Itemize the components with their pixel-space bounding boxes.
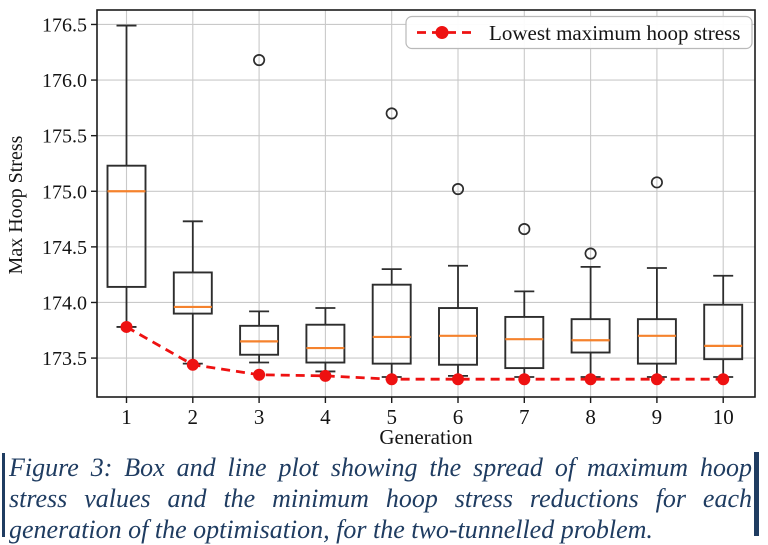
box-plot-figure: 173.5 174.0 174.5 175.0 175.5 176.0 176.5 1 2 3 4 5… bbox=[5, 9, 756, 449]
min-stress-point bbox=[650, 373, 663, 386]
legend-box bbox=[405, 15, 753, 50]
outlier-point bbox=[253, 53, 266, 67]
iqr-box bbox=[636, 318, 677, 365]
box-group-gen-2 bbox=[172, 220, 213, 365]
min-stress-line bbox=[125, 325, 724, 381]
min-stress-point bbox=[319, 369, 332, 382]
grid-layer bbox=[97, 10, 755, 397]
caption-right-rule bbox=[754, 452, 759, 536]
box-group-gen-1 bbox=[106, 24, 147, 328]
x-axis-title: Generation bbox=[379, 425, 473, 448]
y-axis-title: Max Hoop Stress bbox=[5, 135, 27, 274]
x-tick-label: 1 bbox=[121, 405, 132, 429]
legend-label: Lowest maximum hoop stress bbox=[489, 21, 740, 45]
min-stress-point bbox=[518, 373, 531, 386]
x-tick-label: 4 bbox=[320, 405, 331, 429]
x-tick-label: 7 bbox=[519, 405, 530, 429]
x-tick-label: 10 bbox=[713, 405, 734, 429]
y-tick-label: 176.0 bbox=[42, 70, 87, 92]
caption-left-rule bbox=[2, 453, 5, 537]
figure-caption: Figure 3: Box and line plot showing the … bbox=[0, 448, 768, 545]
iqr-box bbox=[570, 318, 611, 354]
iqr-box bbox=[239, 324, 280, 356]
min-stress-point bbox=[186, 358, 199, 371]
iqr-box bbox=[106, 164, 147, 288]
y-tick-label: 175.0 bbox=[42, 181, 87, 203]
axis-layer: 173.5 174.0 174.5 175.0 175.5 176.0 176.5 1 2 3 4 5… bbox=[42, 14, 734, 429]
iqr-box bbox=[703, 303, 744, 361]
y-tick-label: 175.5 bbox=[42, 126, 87, 148]
outlier-point bbox=[584, 247, 597, 260]
y-tick-label: 173.5 bbox=[42, 348, 87, 370]
iqr-box bbox=[172, 271, 213, 315]
min-stress-point bbox=[584, 373, 597, 386]
data-layer bbox=[106, 24, 744, 386]
outlier-point bbox=[451, 182, 465, 196]
outlier-point bbox=[650, 176, 663, 189]
min-stress-point bbox=[253, 368, 266, 381]
min-stress-point bbox=[717, 373, 730, 386]
min-stress-point bbox=[385, 373, 398, 386]
iqr-box bbox=[504, 315, 545, 370]
x-tick-label: 3 bbox=[254, 405, 265, 429]
caption-line-1: Figure 3: Box and line plot showing the … bbox=[9, 453, 752, 482]
caption-line-3: generation of the optimisation, for the … bbox=[9, 515, 653, 544]
y-tick-label: 174.5 bbox=[42, 237, 87, 259]
x-tick-label: 8 bbox=[585, 405, 596, 429]
plot-border bbox=[96, 9, 756, 398]
x-tick-label: 6 bbox=[453, 405, 464, 429]
box-group-gen-3 bbox=[239, 53, 280, 364]
x-tick-label: 9 bbox=[652, 405, 663, 429]
x-tick-label: 5 bbox=[386, 405, 397, 429]
outlier-point bbox=[385, 107, 398, 120]
box-group-gen-7 bbox=[504, 223, 545, 378]
outlier-point bbox=[518, 223, 531, 236]
min-stress-point bbox=[120, 320, 133, 333]
y-tick-label: 176.5 bbox=[42, 14, 87, 36]
legend-marker-icon bbox=[435, 26, 449, 39]
box-group-gen-5 bbox=[371, 107, 412, 378]
box-plot-canvas: 173.5 174.0 174.5 175.0 175.5 176.0 176.5 1 2 3 4 5… bbox=[5, 9, 756, 449]
min-stress-point bbox=[452, 373, 464, 386]
box-group-gen-6 bbox=[438, 182, 478, 377]
x-tick-label: 2 bbox=[188, 405, 199, 429]
y-tick-label: 174.0 bbox=[42, 292, 87, 314]
caption-line-2: stress values and the minimum hoop stres… bbox=[9, 484, 752, 513]
legend: Lowest maximum hoop stress bbox=[405, 15, 753, 50]
iqr-box bbox=[371, 283, 412, 365]
iqr-box bbox=[305, 323, 346, 364]
